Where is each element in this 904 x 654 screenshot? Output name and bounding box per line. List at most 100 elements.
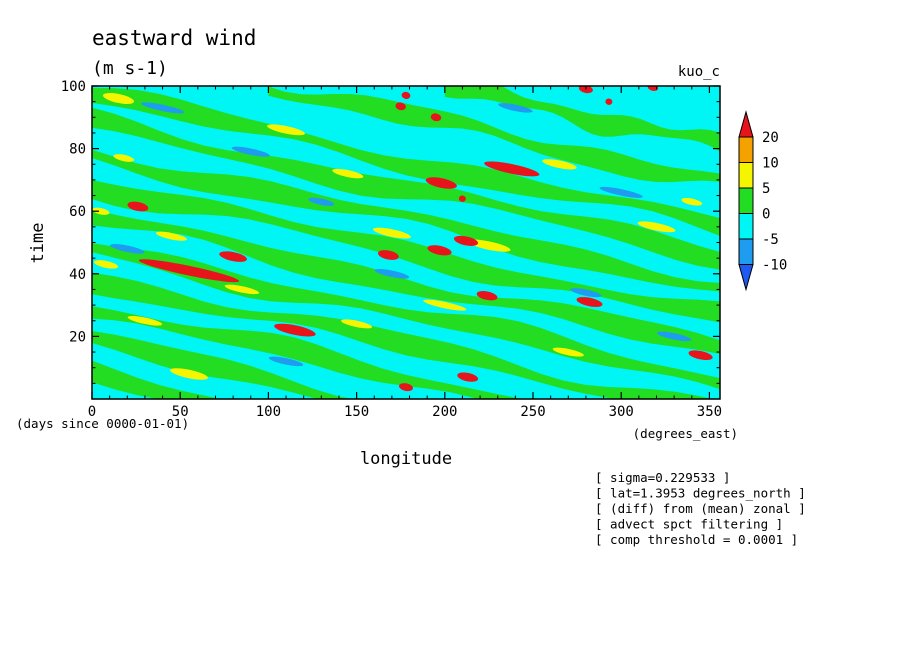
heatmap-band [92, 360, 222, 399]
heatmap-patch-extreme [395, 102, 406, 111]
heatmap-patch-extreme [458, 195, 466, 202]
heatmap-patch-extreme [476, 291, 498, 301]
heatmap-patch-extreme [401, 91, 411, 99]
colorbar-label: 0 [762, 207, 770, 223]
heatmap-patch-extreme [453, 235, 479, 246]
heatmap-patch-extreme [425, 177, 457, 189]
x-axis-units: (degrees_east) [633, 426, 738, 441]
heatmap-patch-negative [308, 197, 335, 206]
colorbar-bin [738, 187, 754, 214]
chart-title: eastward wind [92, 26, 256, 50]
heatmap-patch-negative [656, 331, 692, 342]
heatmap-patch-positive [266, 124, 306, 136]
colorbar-top-triangle [738, 110, 754, 138]
annotation-note: [ sigma=0.229533 ] [595, 470, 730, 485]
x-tick-label: 350 [697, 404, 722, 420]
annotation-note: [ advect spct filtering ] [595, 517, 783, 532]
heatmap-band [92, 208, 720, 354]
colorbar-bin [738, 238, 754, 265]
heatmap-patches [92, 86, 713, 392]
heatmap-band [92, 180, 720, 323]
heatmap-band [92, 87, 720, 237]
heatmap-band [92, 149, 720, 292]
heatmap-band [444, 86, 720, 152]
x-tick-label: 0 [88, 404, 96, 420]
heatmap-patch-negative [498, 103, 533, 113]
heatmap-patch-positive [224, 284, 260, 295]
heatmap-patch-positive [372, 227, 411, 239]
heatmap-band [92, 306, 525, 399]
heatmap-patch-positive [155, 231, 187, 241]
colorbar: 20 10 5 0 -5 -10 [738, 110, 787, 292]
annotation-note: [ comp threshold = 0.0001 ] [595, 532, 798, 547]
heatmap-patch-extreme [138, 259, 240, 283]
heatmap-patch-extreme [647, 86, 659, 91]
heatmap-patch-positive [341, 319, 373, 329]
colorbar-label: 5 [762, 181, 770, 197]
heatmap-patch-extreme [430, 113, 442, 122]
y-tick-label: 20 [69, 329, 86, 345]
chart-units: (m s-1) [92, 58, 168, 79]
heatmap-patch-extreme [576, 297, 603, 307]
annotation-note: [ lat=1.3953 degrees_north ] [595, 486, 806, 501]
heatmap-patch-positive [681, 197, 703, 206]
heatmap-patch-negative [268, 356, 304, 367]
x-axis-label: longitude [360, 449, 452, 469]
colorbar-bin [738, 213, 754, 240]
heatmap-patch-extreme [688, 350, 713, 361]
x-tick-label: 300 [609, 404, 634, 420]
y-axis-label: time [28, 223, 48, 264]
heatmap-band [92, 331, 353, 399]
heatmap-patch-extreme [274, 323, 316, 337]
colorbar-label: -5 [762, 232, 779, 248]
heatmap-patch-negative [374, 269, 410, 279]
x-tick-label: 200 [432, 404, 457, 420]
heatmap-patch-positive [542, 159, 577, 170]
heatmap-patch-negative [110, 244, 145, 254]
heatmap-patch-positive [127, 316, 163, 326]
heatmap-patch-positive [423, 299, 467, 311]
annotation-note: [ (diff) from (mean) zonal ] [595, 501, 806, 516]
heatmap-patch-extreme [427, 245, 452, 256]
colorbar-bottom-triangle [738, 264, 754, 292]
heatmap-patch-extreme [127, 201, 149, 212]
heatmap-patch-extreme [219, 251, 247, 262]
heatmap-patch-positive [94, 260, 119, 269]
colorbar-label: 20 [762, 130, 779, 146]
colorbar-label: -10 [762, 258, 787, 274]
x-tick-label: 50 [172, 404, 189, 420]
y-tick-label: 100 [61, 79, 86, 95]
heatmap-patch-extreme [605, 98, 613, 105]
heatmap-patch-positive [92, 207, 110, 215]
heatmap-patch-negative [140, 102, 185, 114]
heatmap-plot-area [92, 86, 720, 399]
heatmap-band [92, 272, 713, 399]
colorbar-bin [738, 162, 754, 189]
colorbar-bin [738, 136, 754, 163]
heatmap-patch-positive [467, 239, 511, 252]
heatmap-bands [92, 86, 720, 399]
y-axis-units: (days since 0000-01-01) [16, 416, 189, 431]
heatmap-patch-negative [570, 288, 602, 298]
model-label: kuo_c [678, 64, 720, 80]
x-tick-label: 100 [256, 404, 281, 420]
heatmap-patch-negative [231, 146, 270, 157]
heatmap-patch-positive [113, 154, 135, 162]
heatmap-patch-extreme [399, 383, 413, 392]
heatmap-patch-extreme [377, 250, 399, 260]
heatmap-band [268, 86, 720, 183]
y-axis-ticks: 20 40 60 80 100 [61, 79, 720, 384]
y-tick-label: 60 [69, 204, 86, 220]
heatmap-patch-extreme [484, 161, 540, 177]
y-tick-label: 80 [69, 142, 86, 158]
heatmap-band [92, 107, 720, 270]
heatmap-patch-positive [552, 347, 584, 357]
heatmap-patch-positive [102, 93, 135, 104]
heatmap-patch-positive [332, 168, 364, 179]
colorbar-label: 10 [762, 156, 779, 172]
x-tick-label: 250 [520, 404, 545, 420]
heatmap-patch-negative [599, 186, 643, 198]
annotation-notes: [ sigma=0.229533 ][ lat=1.3953 degrees_n… [595, 470, 806, 547]
x-tick-label: 150 [344, 404, 369, 420]
